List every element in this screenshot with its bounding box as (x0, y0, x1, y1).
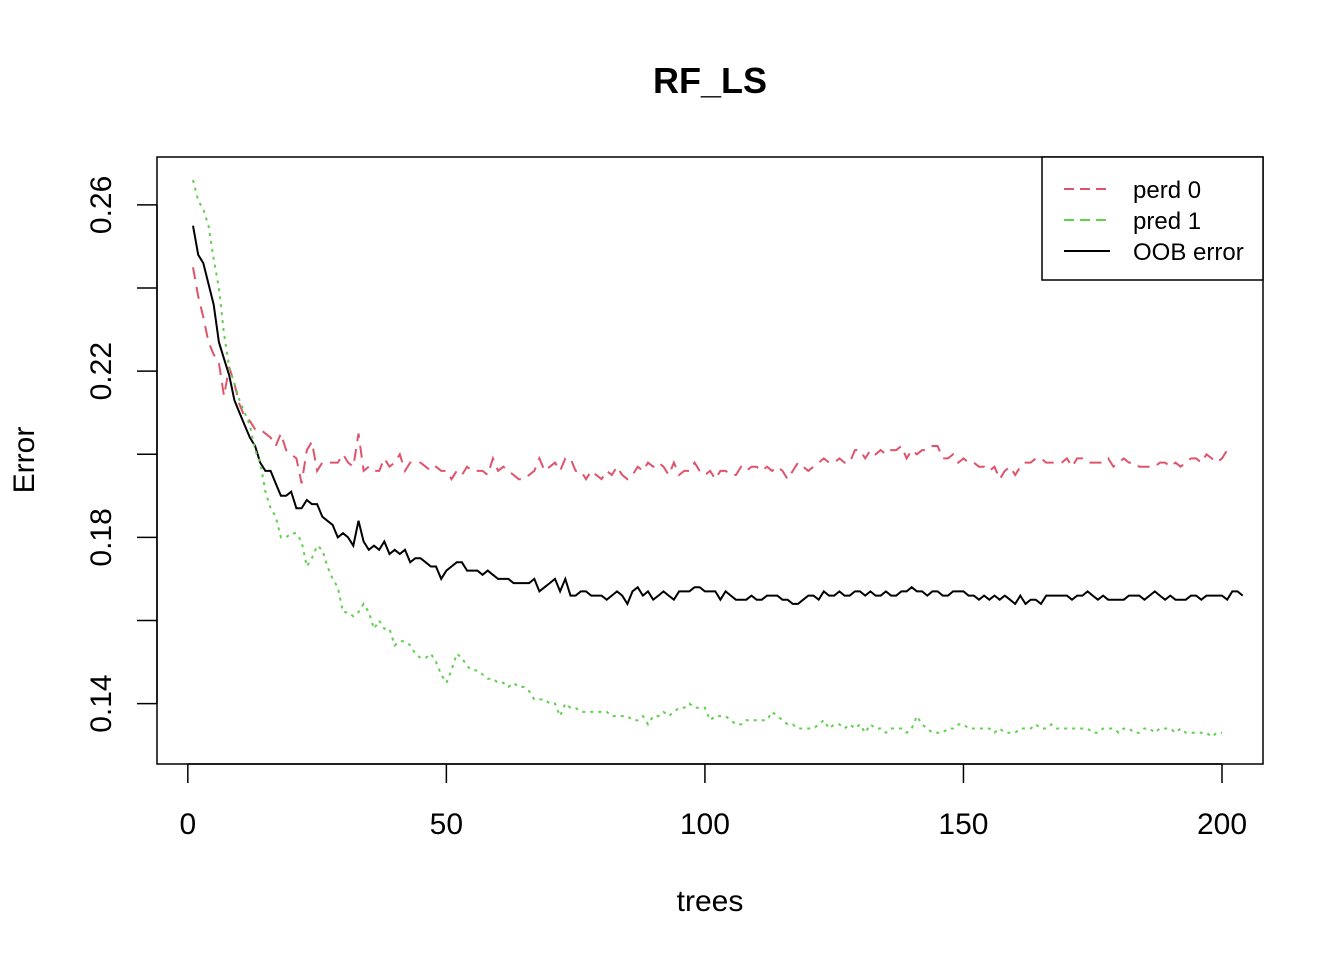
x-axis-label: trees (677, 885, 744, 918)
legend-label-perd-0: perd 0 (1133, 177, 1201, 204)
legend-box (1041, 156, 1264, 281)
y-axis: 0.14 0.18 0.22 0.26 (85, 176, 158, 733)
y-tick-label: 0.14 (85, 674, 118, 732)
y-axis-label: Error (8, 427, 41, 494)
x-tick-label: 0 (179, 808, 196, 841)
x-axis: 0 50 100 150 200 (179, 763, 1247, 841)
x-tick-label: 150 (938, 808, 988, 841)
x-tick-label: 100 (680, 808, 730, 841)
y-tick-label: 0.18 (85, 508, 118, 566)
chart-title: RF_LS (653, 60, 767, 101)
y-tick-label: 0.26 (85, 176, 118, 234)
series-line-oob-error (192, 225, 1244, 607)
series-line-pred-1 (192, 179, 1222, 739)
series-line-perd-0 (192, 267, 1233, 484)
x-tick-label: 50 (430, 808, 463, 841)
legend-label-oob-error: OOB error (1133, 239, 1244, 266)
series-layer (192, 179, 1244, 739)
legend: perd 0 pred 1 OOB error (1041, 156, 1264, 281)
legend-label-pred-1: pred 1 (1133, 208, 1201, 235)
y-tick-label: 0.22 (85, 342, 118, 400)
x-tick-label: 200 (1197, 808, 1247, 841)
